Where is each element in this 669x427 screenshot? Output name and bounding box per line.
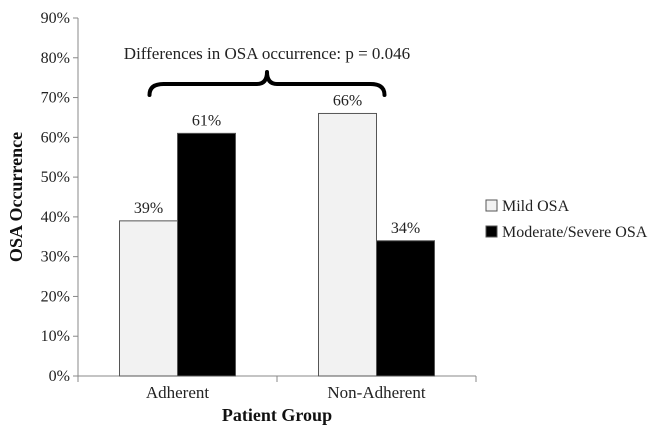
y-tick-label: 70% bbox=[41, 90, 70, 107]
y-tick-label: 80% bbox=[41, 50, 70, 67]
annotation-background bbox=[115, 40, 419, 66]
bars bbox=[119, 112, 435, 377]
bar bbox=[376, 240, 435, 377]
data-label: 34% bbox=[391, 220, 420, 237]
annotation-text: Differences in OSA occurrence: p = 0.046 bbox=[124, 44, 410, 63]
bar bbox=[177, 132, 236, 377]
y-tick-label: 0% bbox=[49, 368, 70, 385]
legend-label: Mild OSA bbox=[502, 198, 570, 215]
y-tick-label: 30% bbox=[41, 249, 70, 266]
x-axis-title: Patient Group bbox=[222, 405, 332, 425]
x-tick-label: Non-Adherent bbox=[327, 383, 425, 402]
y-tick-label: 40% bbox=[41, 209, 70, 226]
legend: Mild OSA Moderate/Severe OSA bbox=[485, 198, 648, 241]
y-tick-label: 10% bbox=[41, 328, 70, 345]
bar bbox=[119, 220, 178, 377]
significance-annotation: Differences in OSA occurrence: p = 0.046 bbox=[115, 40, 419, 97]
data-labels: 39% 61% 66% 34% bbox=[134, 92, 420, 236]
data-label: 66% bbox=[333, 92, 362, 109]
axes: 0% 10% 20% 30% 40% 50% 60% 70% 80% 90% Adherent Non… bbox=[41, 10, 477, 402]
data-label: 61% bbox=[192, 112, 221, 129]
legend-swatch bbox=[485, 199, 498, 212]
significance-brace bbox=[147, 70, 387, 97]
legend-swatch bbox=[485, 225, 498, 238]
x-tick-label: Adherent bbox=[146, 383, 210, 402]
y-axis-title: OSA Occurrence bbox=[6, 132, 26, 262]
y-tick-label: 50% bbox=[41, 169, 70, 186]
bar bbox=[318, 112, 377, 377]
legend-label: Moderate/Severe OSA bbox=[502, 224, 648, 241]
y-tick-label: 90% bbox=[41, 10, 70, 27]
data-label: 39% bbox=[134, 200, 163, 217]
y-tick-label: 60% bbox=[41, 129, 70, 146]
y-tick-label: 20% bbox=[41, 288, 70, 305]
